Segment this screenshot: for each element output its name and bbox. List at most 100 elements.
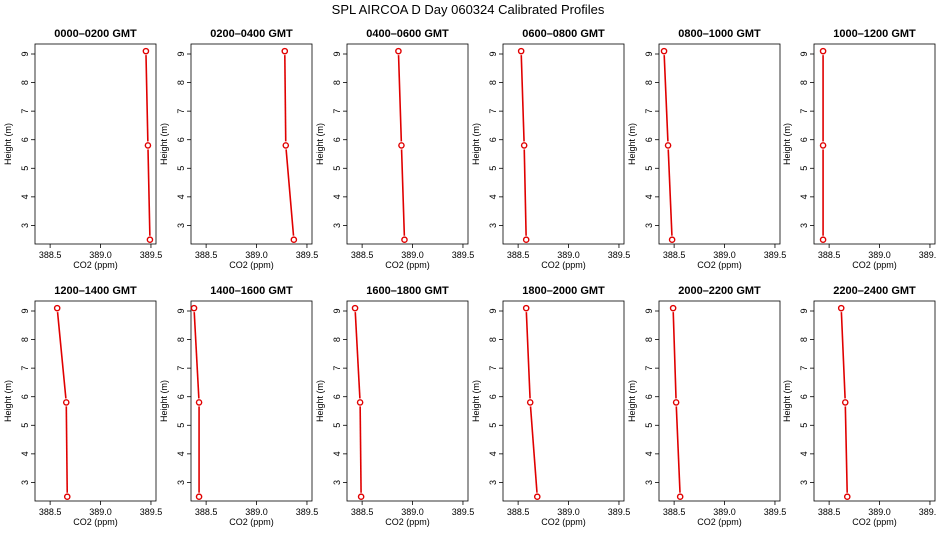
profile-segment <box>354 312 361 399</box>
y-tick-label: 8 <box>488 80 498 85</box>
x-tick-label: 389.5 <box>452 507 475 517</box>
y-tick-label: 5 <box>644 423 654 428</box>
x-tick-label: 389.0 <box>401 250 424 260</box>
x-tick-label: 389.5 <box>608 507 631 517</box>
x-axis-label: CO2 (ppm) <box>385 260 430 270</box>
x-tick-label: 388.5 <box>663 507 686 517</box>
panel-10: 2000–2200 GMT 388.5 389.0 389.5 CO2 (ppm) 3 4 5… <box>627 285 786 527</box>
y-tick-label: 4 <box>799 194 809 199</box>
y-tick-label: 5 <box>799 423 809 428</box>
x-axis-label: CO2 (ppm) <box>385 517 430 527</box>
y-tick-label: 7 <box>176 109 186 114</box>
panel-3: 0600–0800 GMT 388.5 389.0 389.5 CO2 (ppm) 3 4 5… <box>471 28 630 270</box>
plot-frame <box>346 43 469 245</box>
data-point <box>819 236 827 244</box>
profile-segment <box>145 55 149 142</box>
data-point <box>351 304 359 312</box>
y-tick-label: 3 <box>488 223 498 228</box>
data-point <box>195 399 203 406</box>
data-point <box>357 493 365 501</box>
y-tick-label: 9 <box>176 308 186 313</box>
x-tick-label: 389.0 <box>557 507 580 517</box>
plot-frame <box>502 300 625 502</box>
x-tick-label: 389.0 <box>89 507 112 517</box>
data-point <box>401 236 408 244</box>
x-tick-label: 388.5 <box>507 507 530 517</box>
x-tick-label: 389.0 <box>557 250 580 260</box>
x-tick-label: 389.5 <box>296 507 319 517</box>
y-tick-label: 6 <box>20 394 30 399</box>
data-point <box>282 142 290 149</box>
panel-title: 1000–1200 GMT <box>833 28 916 40</box>
x-axis-label: CO2 (ppm) <box>852 260 897 270</box>
x-tick-label: 389.5 <box>919 507 936 517</box>
profile-segment <box>359 406 362 493</box>
x-tick-label: 389.0 <box>868 250 891 260</box>
x-tick-label: 389.0 <box>713 507 736 517</box>
panel-11: 2200–2400 GMT 388.5 389.0 389.5 CO2 (ppm) 3 4 5… <box>782 285 936 527</box>
plot-frame <box>34 300 157 502</box>
x-tick-label: 389.0 <box>868 507 891 517</box>
y-tick-label: 7 <box>799 366 809 371</box>
data-point <box>522 236 530 244</box>
data-point <box>522 304 530 312</box>
y-tick-label: 8 <box>332 80 342 85</box>
y-axis-label: Height (m) <box>3 123 13 165</box>
profile-segment <box>147 149 151 236</box>
profile-segment <box>529 406 538 493</box>
panel-title: 0000–0200 GMT <box>54 28 137 40</box>
data-point <box>533 493 541 501</box>
x-axis-label: CO2 (ppm) <box>73 517 118 527</box>
plot-frame <box>813 300 936 502</box>
data-point <box>356 399 364 406</box>
x-tick-label: 388.5 <box>818 507 841 517</box>
y-tick-label: 9 <box>488 308 498 313</box>
y-tick-label: 3 <box>176 223 186 228</box>
plot-frame <box>190 43 313 245</box>
data-point <box>843 493 851 501</box>
panel-title: 2200–2400 GMT <box>833 285 916 297</box>
y-tick-label: 9 <box>799 51 809 56</box>
y-tick-label: 9 <box>20 308 30 313</box>
profile-segment <box>525 312 531 399</box>
y-tick-label: 5 <box>176 166 186 171</box>
panel-title: 0600–0800 GMT <box>522 28 605 40</box>
x-tick-label: 389.5 <box>140 250 163 260</box>
plot-frame <box>190 300 313 502</box>
profile-segment <box>672 312 677 399</box>
data-point <box>517 47 525 55</box>
panel-title: 2000–2200 GMT <box>678 285 761 297</box>
y-tick-label: 8 <box>20 337 30 342</box>
y-axis-label: Height (m) <box>471 380 481 422</box>
profile-segment <box>667 149 673 236</box>
data-point <box>398 142 405 149</box>
y-axis-label: Height (m) <box>315 123 325 165</box>
data-point <box>672 399 680 406</box>
data-point <box>190 304 198 312</box>
profile-segment <box>520 55 525 142</box>
y-tick-label: 3 <box>20 223 30 228</box>
panel-title: 1800–2000 GMT <box>522 285 605 297</box>
x-tick-label: 389.0 <box>713 250 736 260</box>
y-tick-label: 4 <box>176 194 186 199</box>
y-axis-label: Height (m) <box>471 123 481 165</box>
profile-segment <box>675 406 681 493</box>
y-tick-label: 5 <box>799 166 809 171</box>
data-point <box>63 493 71 501</box>
x-tick-label: 389.5 <box>919 250 936 260</box>
y-tick-label: 4 <box>176 451 186 456</box>
y-tick-label: 7 <box>799 109 809 114</box>
x-tick-label: 389.0 <box>89 250 112 260</box>
y-tick-label: 3 <box>332 480 342 485</box>
data-point <box>146 236 154 244</box>
y-tick-label: 8 <box>644 80 654 85</box>
x-tick-label: 389.0 <box>245 250 268 260</box>
x-axis-label: CO2 (ppm) <box>541 517 586 527</box>
x-tick-label: 388.5 <box>351 507 374 517</box>
y-axis-label: Height (m) <box>159 123 169 165</box>
y-axis-label: Height (m) <box>627 123 637 165</box>
y-tick-label: 3 <box>176 480 186 485</box>
panel-title: 1400–1600 GMT <box>210 285 293 297</box>
y-tick-label: 7 <box>332 366 342 371</box>
